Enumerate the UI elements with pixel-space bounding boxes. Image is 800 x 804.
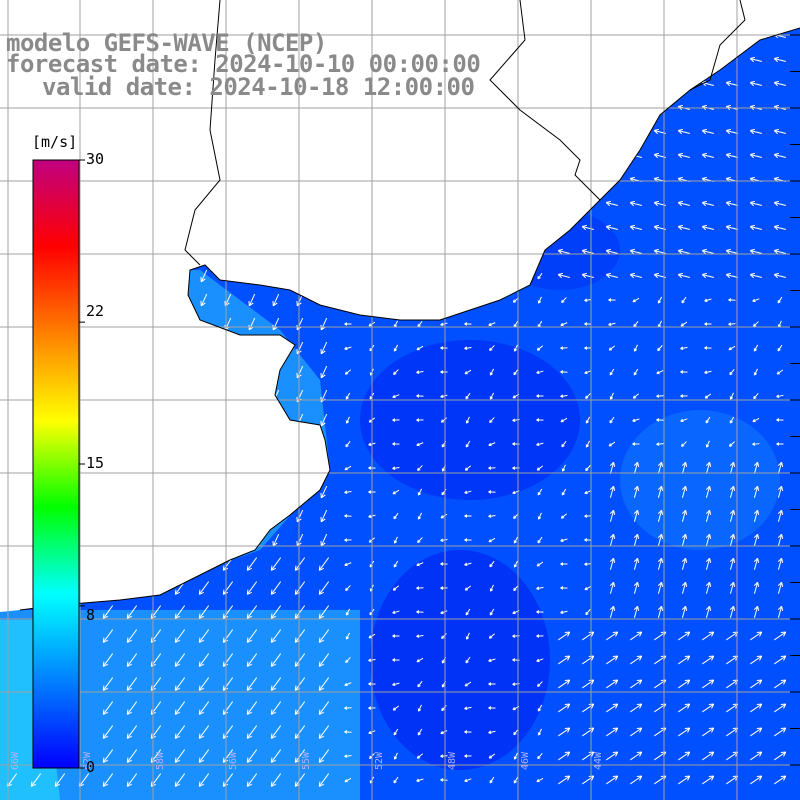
colorbar	[33, 160, 85, 768]
longitude-label: 55W	[301, 751, 312, 770]
longitude-label: 48W	[447, 751, 458, 770]
longitude-label: 52W	[374, 751, 385, 770]
ocean-light-region	[620, 410, 780, 550]
colorbar-tick-label: 15	[86, 454, 104, 472]
colorbar-unit: [m/s]	[32, 133, 77, 151]
colorbar-tick-label: 8	[86, 606, 95, 624]
title-valid-date: valid date: 2024-10-18 12:00:00	[42, 75, 474, 99]
longitude-label: 56W	[228, 751, 239, 770]
colorbar-tick-label: 30	[86, 150, 104, 168]
longitude-label: 46W	[520, 751, 531, 770]
colorbar-tick-label: 0	[86, 758, 95, 776]
longitude-label: 66W	[10, 751, 21, 770]
longitude-label: 44W	[593, 751, 604, 770]
longitude-label: 58W	[155, 751, 166, 770]
colorbar-tick-label: 22	[86, 302, 104, 320]
colorbar-gradient	[33, 160, 79, 768]
